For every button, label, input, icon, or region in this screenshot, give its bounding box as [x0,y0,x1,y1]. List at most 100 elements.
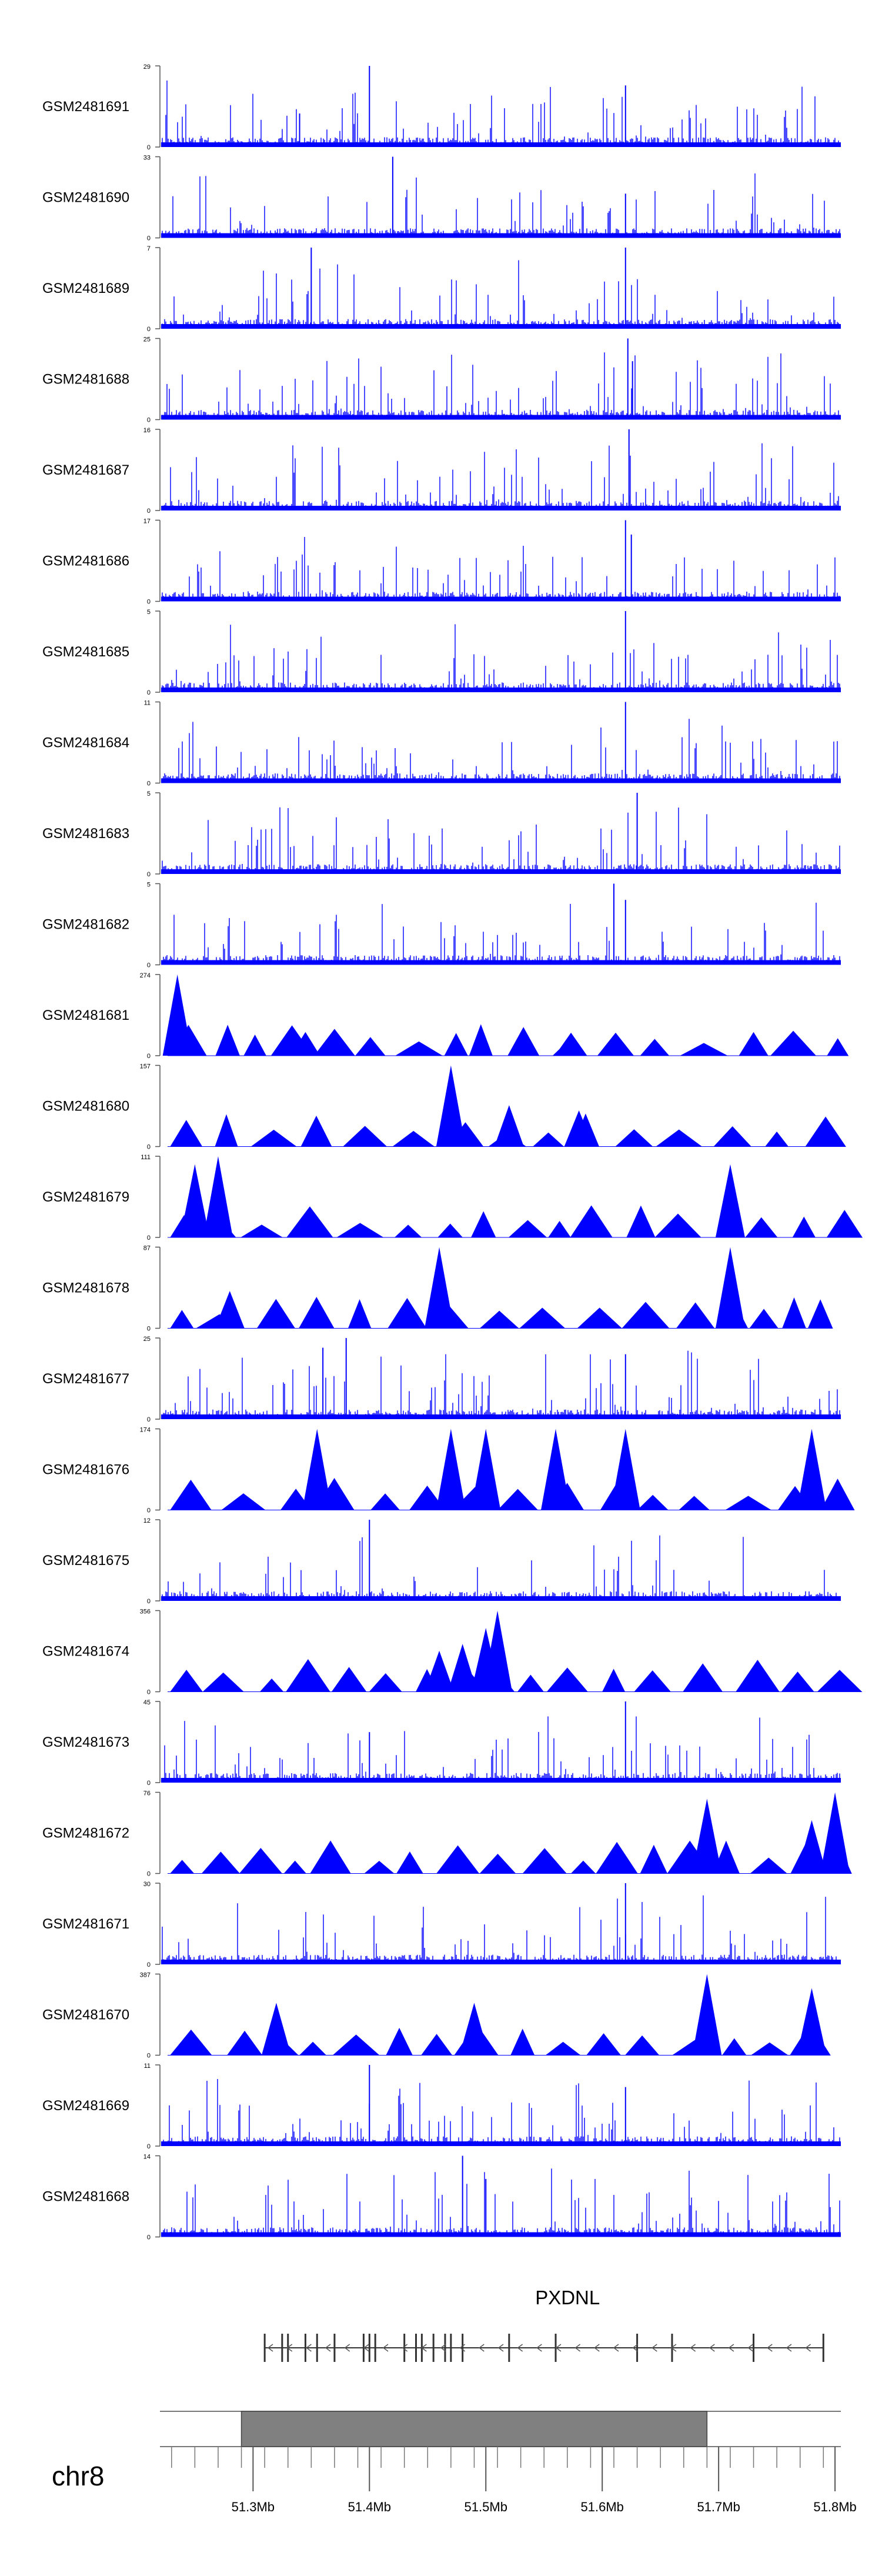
y-tick-label-min: 0 [147,689,151,696]
track-label: GSM2481691 [42,99,129,115]
gene-strand-arrow [709,2344,715,2352]
peak-mark [162,975,192,1056]
track-label: GSM2481676 [42,1462,129,1478]
y-tick-label-max: 12 [143,1517,151,1524]
track-GSM2481691: GSM2481691 29 0 [42,64,841,151]
track-GSM2481686: GSM2481686 17 0 [42,518,841,606]
signal-baseline [161,869,841,874]
gene-strand-arrow [747,2344,754,2352]
peak-mark [436,1429,466,1510]
signal-area [168,1205,863,1238]
signal-bars [162,352,840,420]
y-tick-label-max: 30 [143,1881,151,1888]
peak-mark [494,1105,524,1147]
track-GSM2481687: GSM2481687 16 0 [42,427,841,515]
chromosome-label: chr8 [52,2461,104,2491]
signal-baseline [161,2141,841,2146]
y-tick-label-max: 25 [143,1336,151,1343]
gene-strand-arrow [382,2344,389,2352]
gene-track: PXDNL [263,2287,824,2362]
signal-bars [162,1350,840,1419]
y-tick-label-min: 0 [147,144,151,151]
y-tick-label-min: 0 [147,1507,151,1514]
track-GSM2481684: GSM2481684 11 0 [42,700,841,788]
gene-strand-arrow [459,2344,466,2352]
y-tick-label-min: 0 [147,508,151,515]
gene-strand-arrow [555,2344,562,2352]
gene-strand-arrow [421,2344,427,2352]
y-tick-label-max: 76 [143,1790,151,1797]
gene-strand-arrow [517,2344,523,2352]
y-tick-label-min: 0 [147,417,151,424]
y-tick-label-min: 0 [147,1144,151,1151]
peak-mark [425,1650,455,1692]
signal-bars [162,80,840,147]
track-label: GSM2481680 [42,1099,129,1115]
signal-tracks: GSM2481691290GSM2481690330GSM248168970GS… [42,64,863,2241]
y-tick-label-max: 45 [143,1699,151,1706]
track-label: GSM2481677 [42,1371,129,1387]
y-tick-label-max: 14 [143,2154,151,2161]
track-label: GSM2481679 [42,1189,129,1205]
signal-baseline [161,778,841,783]
signal-area [168,1659,863,1692]
y-tick-label-min: 0 [147,2143,151,2150]
y-tick-label-max: 33 [143,155,151,162]
y-tick-label-min: 0 [147,599,151,606]
peak-mark [261,2003,291,2056]
y-tick-label-max: 5 [147,790,151,798]
signal-bars [162,902,840,965]
track-label: GSM2481672 [42,1826,129,1841]
axis-tick-label: 51.6Mb [581,2500,624,2514]
track-GSM2481670: GSM2481670 387 0 [42,1972,831,2060]
y-tick-label-min: 0 [147,871,151,878]
y-tick-label-min: 0 [147,1689,151,1696]
gene-strand-arrow [286,2344,293,2352]
track-GSM2481676: GSM2481676 174 0 [42,1427,855,1514]
peak-mark [715,1247,745,1329]
signal-bars [162,719,840,783]
y-tick-label-min: 0 [147,1598,151,1605]
y-tick-label-min: 0 [147,962,151,969]
y-tick-label-max: 17 [143,518,151,525]
y-tick-label-min: 0 [147,1961,151,1968]
signal-baseline [161,1960,841,1964]
ideogram-highlight [240,2411,708,2447]
track-label: GSM2481673 [42,1734,129,1750]
signal-baseline [161,506,841,510]
gene-strand-arrow [728,2344,734,2352]
y-tick-label-max: 387 [140,1972,151,1979]
peak-mark [425,1247,455,1329]
track-label: GSM2481686 [42,553,129,569]
track-GSM2481672: GSM2481672 76 0 [42,1790,852,1878]
y-tick-label-min: 0 [147,1871,151,1878]
track-GSM2481675: GSM2481675 12 0 [42,1517,841,1605]
track-GSM2481682: GSM2481682 5 0 [42,882,841,969]
signal-baseline [161,1596,841,1601]
track-label: GSM2481671 [42,1916,129,1932]
gene-strand-arrow [594,2344,600,2352]
peak-mark [692,1798,722,1874]
signal-area [168,1478,855,1510]
axis-tick-label: 51.5Mb [465,2500,507,2514]
signal-baseline [161,1778,841,1783]
gene-strand-arrow [805,2344,811,2352]
y-tick-label-max: 87 [143,1245,151,1252]
signal-baseline [161,960,841,965]
gene-strand-arrow [652,2344,657,2352]
peak-mark [541,1429,571,1510]
gene-strand-arrow [786,2344,792,2352]
signal-baseline [161,2232,841,2237]
y-tick-label-min: 0 [147,2053,151,2060]
peak-mark [180,1164,210,1237]
gene-name: PXDNL [535,2287,600,2308]
gene-strand-arrow [690,2344,696,2352]
peak-mark [564,1110,594,1147]
track-GSM2481685: GSM2481685 5 0 [42,609,841,696]
signal-bars [162,1535,840,1601]
signal-bars [162,173,840,238]
gene-strand-arrow [767,2344,773,2352]
gene-strand-arrow [402,2344,408,2352]
peak-mark [447,1644,477,1692]
peak-mark [797,1820,827,1874]
